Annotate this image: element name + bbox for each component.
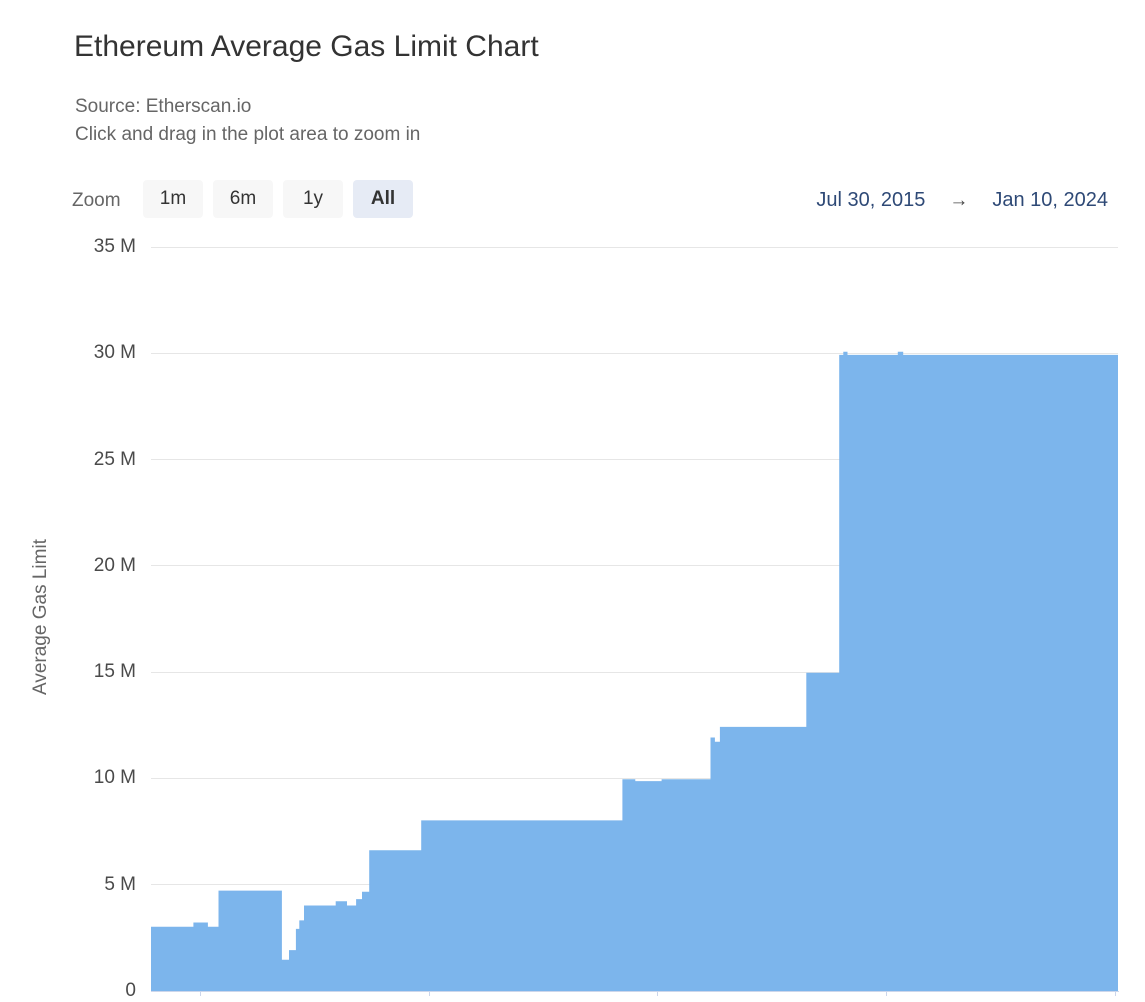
gridline-20M: [151, 565, 1118, 567]
x-axis-line: [151, 991, 1119, 992]
zoom-label: Zoom: [72, 190, 121, 211]
arrow-right-icon: →: [949, 189, 969, 211]
page-title: Ethereum Average Gas Limit Chart: [74, 30, 539, 63]
date-range: Jul 30, 2015 → Jan 10, 2024: [816, 189, 1108, 212]
date-to-input[interactable]: Jan 10, 2024: [992, 189, 1108, 211]
gridline-15M: [151, 671, 1118, 673]
gridline-25M: [151, 459, 1118, 461]
date-from-input[interactable]: Jul 30, 2015: [816, 189, 926, 211]
y-axis-label-15M: 15 M: [93, 661, 136, 683]
gridline-10M: [151, 777, 1118, 779]
plot-area[interactable]: [151, 240, 1118, 991]
zoom-button-group: 1m 6m 1y All: [143, 180, 413, 218]
x-axis-tick-2024: [1115, 992, 1116, 996]
zoom-button-1y[interactable]: 1y: [283, 180, 343, 218]
x-axis-tick-2020: [657, 992, 658, 996]
y-axis-label-25M: 25 M: [93, 448, 136, 470]
y-axis-label-5M: 5 M: [104, 873, 136, 895]
x-axis-tick-2018: [429, 992, 430, 996]
x-axis-tick-2016: [200, 992, 201, 996]
y-axis-label-35M: 35 M: [93, 236, 136, 257]
gridline-35M: [151, 246, 1118, 248]
x-axis-tick-2022: [886, 992, 887, 996]
y-axis-label-20M: 20 M: [93, 554, 136, 576]
chart-subtitle-source: Source: Etherscan.io: [75, 96, 252, 117]
y-axis-label-0: 0: [125, 980, 136, 1001]
y-axis-title: Average Gas Limit: [30, 539, 51, 695]
y-axis-label-10M: 10 M: [93, 767, 136, 789]
gridline-30M: [151, 352, 1118, 354]
y-axis-label-30M: 30 M: [93, 342, 136, 364]
chart-subtitle-hint: Click and drag in the plot area to zoom …: [75, 124, 421, 145]
gas-limit-area-series: [151, 351, 1118, 991]
zoom-button-all[interactable]: All: [353, 180, 413, 218]
zoom-button-1m[interactable]: 1m: [143, 180, 203, 218]
zoom-button-6m[interactable]: 6m: [213, 180, 273, 218]
